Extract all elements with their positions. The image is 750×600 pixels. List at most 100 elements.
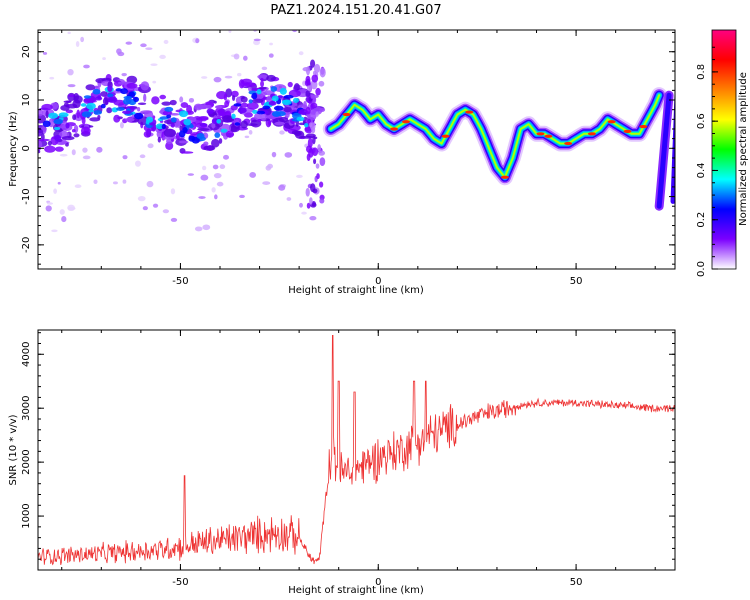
noise-blob <box>301 211 307 215</box>
ridge-peak <box>639 124 648 129</box>
noise-core-blob <box>268 101 277 106</box>
noise-blob <box>61 216 67 223</box>
noise-blob <box>218 110 225 115</box>
noise-smear-blob <box>315 111 319 117</box>
noise-blob <box>291 130 301 135</box>
noise-core-blob <box>107 85 113 93</box>
noise-blob <box>112 181 118 185</box>
noise-blob <box>67 204 76 212</box>
noise-blob <box>223 154 230 160</box>
noise-smear-blob <box>305 75 311 84</box>
noise-core-blob <box>116 107 125 111</box>
noise-blob <box>119 122 124 129</box>
noise-blob <box>279 130 285 135</box>
noise-smear-blob <box>316 173 320 180</box>
noise-blob <box>65 109 73 114</box>
snr-plot-area <box>38 330 675 570</box>
noise-core-blob <box>53 126 61 131</box>
ridge-peak <box>465 110 474 114</box>
noise-blob <box>253 38 261 42</box>
noise-blob <box>139 154 146 159</box>
noise-blob <box>42 51 48 55</box>
noise-core-blob <box>191 136 200 144</box>
noise-core-blob <box>54 134 62 142</box>
noise-blob <box>245 123 258 126</box>
noise-blob <box>82 147 88 153</box>
ridge-peak <box>390 127 399 131</box>
y-tick-label: -20 <box>21 237 32 253</box>
spectrogram-ticks: -50 0 50 -20 -10 0 10 20 <box>21 30 675 287</box>
noise-blob <box>73 133 80 138</box>
noise-blob <box>248 86 252 92</box>
spectrogram-ridge <box>322 87 675 211</box>
noise-core-blob <box>80 103 87 107</box>
noise-blob <box>224 100 230 108</box>
ridge-peak <box>544 134 553 138</box>
noise-blob <box>38 127 44 137</box>
noise-core-blob <box>248 99 253 104</box>
colorbar-tick-label: 0.2 <box>696 212 707 228</box>
colorbar-tick-label: 0.4 <box>696 162 707 178</box>
noise-blob <box>231 95 236 101</box>
noise-blob <box>94 85 99 89</box>
noise-smear-blob <box>319 198 325 204</box>
noise-blob <box>271 151 277 158</box>
noise-blob <box>203 141 209 146</box>
noise-blob <box>186 104 193 114</box>
noise-blob <box>102 97 109 106</box>
noise-blob <box>126 82 138 89</box>
noise-blob <box>151 96 160 105</box>
x-tick-label: -50 <box>172 577 188 588</box>
ridge-peak <box>607 120 616 124</box>
noise-blob <box>267 163 273 169</box>
noise-blob <box>161 136 174 140</box>
noise-blob <box>106 107 113 114</box>
noise-blob <box>240 78 253 85</box>
noise-smear-blob <box>319 67 326 78</box>
noise-blob <box>74 184 82 188</box>
noise-smear-blob <box>305 66 311 76</box>
noise-blob <box>170 217 178 222</box>
noise-smear-blob <box>313 158 317 165</box>
noise-core-blob <box>100 103 106 109</box>
noise-blob <box>262 181 271 185</box>
noise-blob <box>122 179 127 184</box>
noise-blob <box>260 80 265 88</box>
noise-blob <box>198 196 206 199</box>
noise-smear-blob <box>311 74 319 83</box>
noise-blob <box>125 41 133 45</box>
noise-blob <box>162 209 170 214</box>
noise-blob <box>284 112 290 118</box>
colorbar-tick-label: 0.8 <box>696 64 707 80</box>
figure-title: PAZ1.2024.151.20.41.G07 <box>270 3 441 18</box>
noise-blob <box>211 187 216 193</box>
noise-blob <box>93 179 98 185</box>
ridge-peak <box>623 129 632 133</box>
y-tick-label: 20 <box>21 45 32 58</box>
spectrogram-frame <box>37 29 676 270</box>
snr-y-axis-label: SNR (10 * v/v) <box>8 414 19 485</box>
noise-core-blob <box>206 108 214 115</box>
noise-blob <box>63 100 72 103</box>
noise-blob <box>278 184 286 191</box>
noise-blob <box>51 229 58 233</box>
noise-blob <box>155 22 162 25</box>
noise-blob <box>213 100 217 104</box>
noise-blob <box>38 138 51 142</box>
noise-core-blob <box>164 106 174 112</box>
noise-blob <box>268 53 274 58</box>
spectrogram-y-axis-label: Frequency (Hz) <box>8 111 19 187</box>
noise-core-blob <box>92 88 101 95</box>
y-tick-label: 10 <box>21 94 32 107</box>
noise-smear-blob <box>317 144 322 152</box>
noise-blob <box>80 36 85 43</box>
noise-blob <box>257 118 262 123</box>
noise-blob <box>125 117 135 122</box>
ridge-peak <box>587 132 596 136</box>
spectrogram-x-axis-label: Height of straight line (km) <box>288 285 424 296</box>
noise-core-blob <box>271 95 279 102</box>
noise-blob <box>71 129 76 133</box>
x-tick-label: 0 <box>375 276 381 287</box>
snr-panel: -50 0 50 1000 2000 3000 4000 Height of straigh… <box>8 329 676 596</box>
noise-blob <box>269 42 273 46</box>
